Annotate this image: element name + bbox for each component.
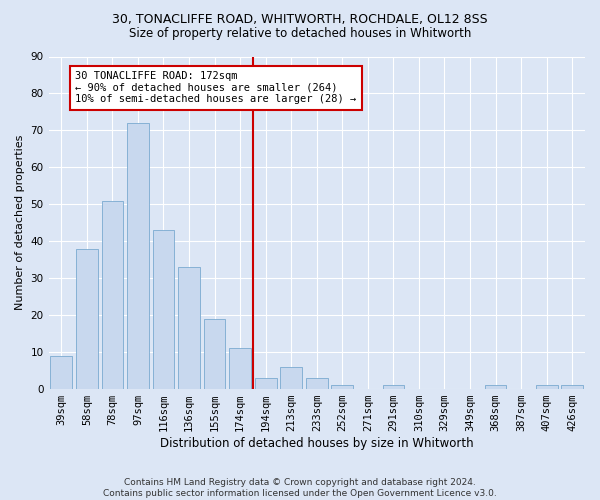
Bar (280, 367, 302, 389)
Bar (178, 267, 200, 389)
Text: 30 TONACLIFFE ROAD: 172sqm
← 90% of detached houses are smaller (264)
10% of sem: 30 TONACLIFFE ROAD: 172sqm ← 90% of deta… (76, 72, 356, 104)
Bar (127, 123, 149, 389)
Bar (229, 348, 251, 389)
Bar (306, 378, 328, 389)
Bar (101, 200, 123, 389)
Bar (331, 386, 353, 389)
Bar (562, 386, 583, 389)
Bar (536, 386, 557, 389)
X-axis label: Distribution of detached houses by size in Whitworth: Distribution of detached houses by size … (160, 437, 473, 450)
Bar (255, 378, 277, 389)
Text: Size of property relative to detached houses in Whitworth: Size of property relative to detached ho… (129, 28, 471, 40)
Text: Contains HM Land Registry data © Crown copyright and database right 2024.
Contai: Contains HM Land Registry data © Crown c… (103, 478, 497, 498)
Y-axis label: Number of detached properties: Number of detached properties (15, 135, 25, 310)
Text: 30, TONACLIFFE ROAD, WHITWORTH, ROCHDALE, OL12 8SS: 30, TONACLIFFE ROAD, WHITWORTH, ROCHDALE… (112, 12, 488, 26)
Bar (204, 319, 226, 389)
Bar (76, 248, 98, 389)
Bar (383, 386, 404, 389)
Bar (50, 356, 72, 389)
Bar (485, 386, 506, 389)
Bar (152, 230, 175, 389)
